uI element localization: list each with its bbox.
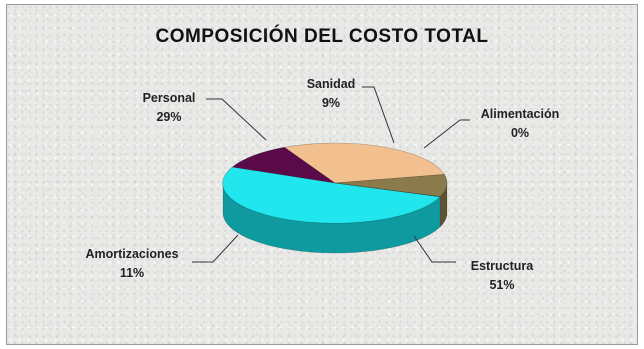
pie-slice-sanidad (334, 174, 448, 198)
slice-name-personal: Personal (143, 91, 196, 105)
pie-slice-personal (283, 142, 445, 184)
leader-line-amortizaciones (192, 234, 239, 263)
leader-lines (192, 86, 470, 263)
slice-name-sanidad: Sanidad (307, 77, 356, 91)
slice-percent-sanidad: 9% (322, 96, 340, 110)
chart-title: COMPOSICIÓN DEL COSTO TOTAL (155, 26, 489, 47)
leader-line-alimentacion (423, 119, 470, 149)
slice-percent-alimentacion: 0% (511, 126, 529, 140)
slice-percent-amortizaciones: 11% (120, 266, 144, 280)
slice-labels: Estructura 51% Amortizaciones 11% Personal 29… (85, 77, 559, 292)
leader-line-sanidad (362, 86, 395, 144)
leader-line-estructura (413, 235, 456, 263)
slice-name-alimentacion: Alimentación (481, 107, 560, 121)
slice-name-amortizaciones: Amortizaciones (85, 247, 178, 261)
pie-slice-amortizaciones (231, 146, 336, 184)
pie-side-sanidad (439, 183, 448, 228)
pie-slice-alimentacion (334, 182, 441, 197)
slice-percent-estructura: 51% (489, 278, 514, 292)
leader-line-personal (206, 98, 267, 141)
pie-tops (222, 142, 448, 224)
slice-percent-personal: 29% (156, 110, 181, 124)
slice-name-estructura: Estructura (471, 259, 535, 273)
pie-slice-estructura (222, 166, 441, 224)
